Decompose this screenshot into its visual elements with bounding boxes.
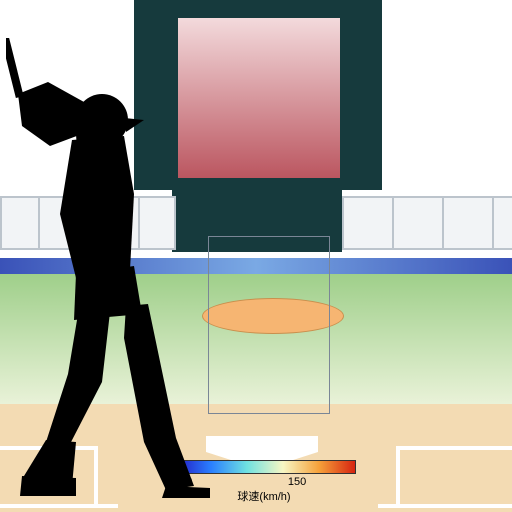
batter-silhouette-icon <box>6 38 226 498</box>
strike-zone <box>208 236 330 414</box>
stand-panel <box>492 196 512 250</box>
stand-panel <box>392 196 444 250</box>
stand-panel <box>342 196 394 250</box>
pitch-chart-stage: 100 150 球速(km/h) <box>0 0 512 512</box>
stand-panel <box>442 196 494 250</box>
legend-tick: 150 <box>288 476 306 488</box>
